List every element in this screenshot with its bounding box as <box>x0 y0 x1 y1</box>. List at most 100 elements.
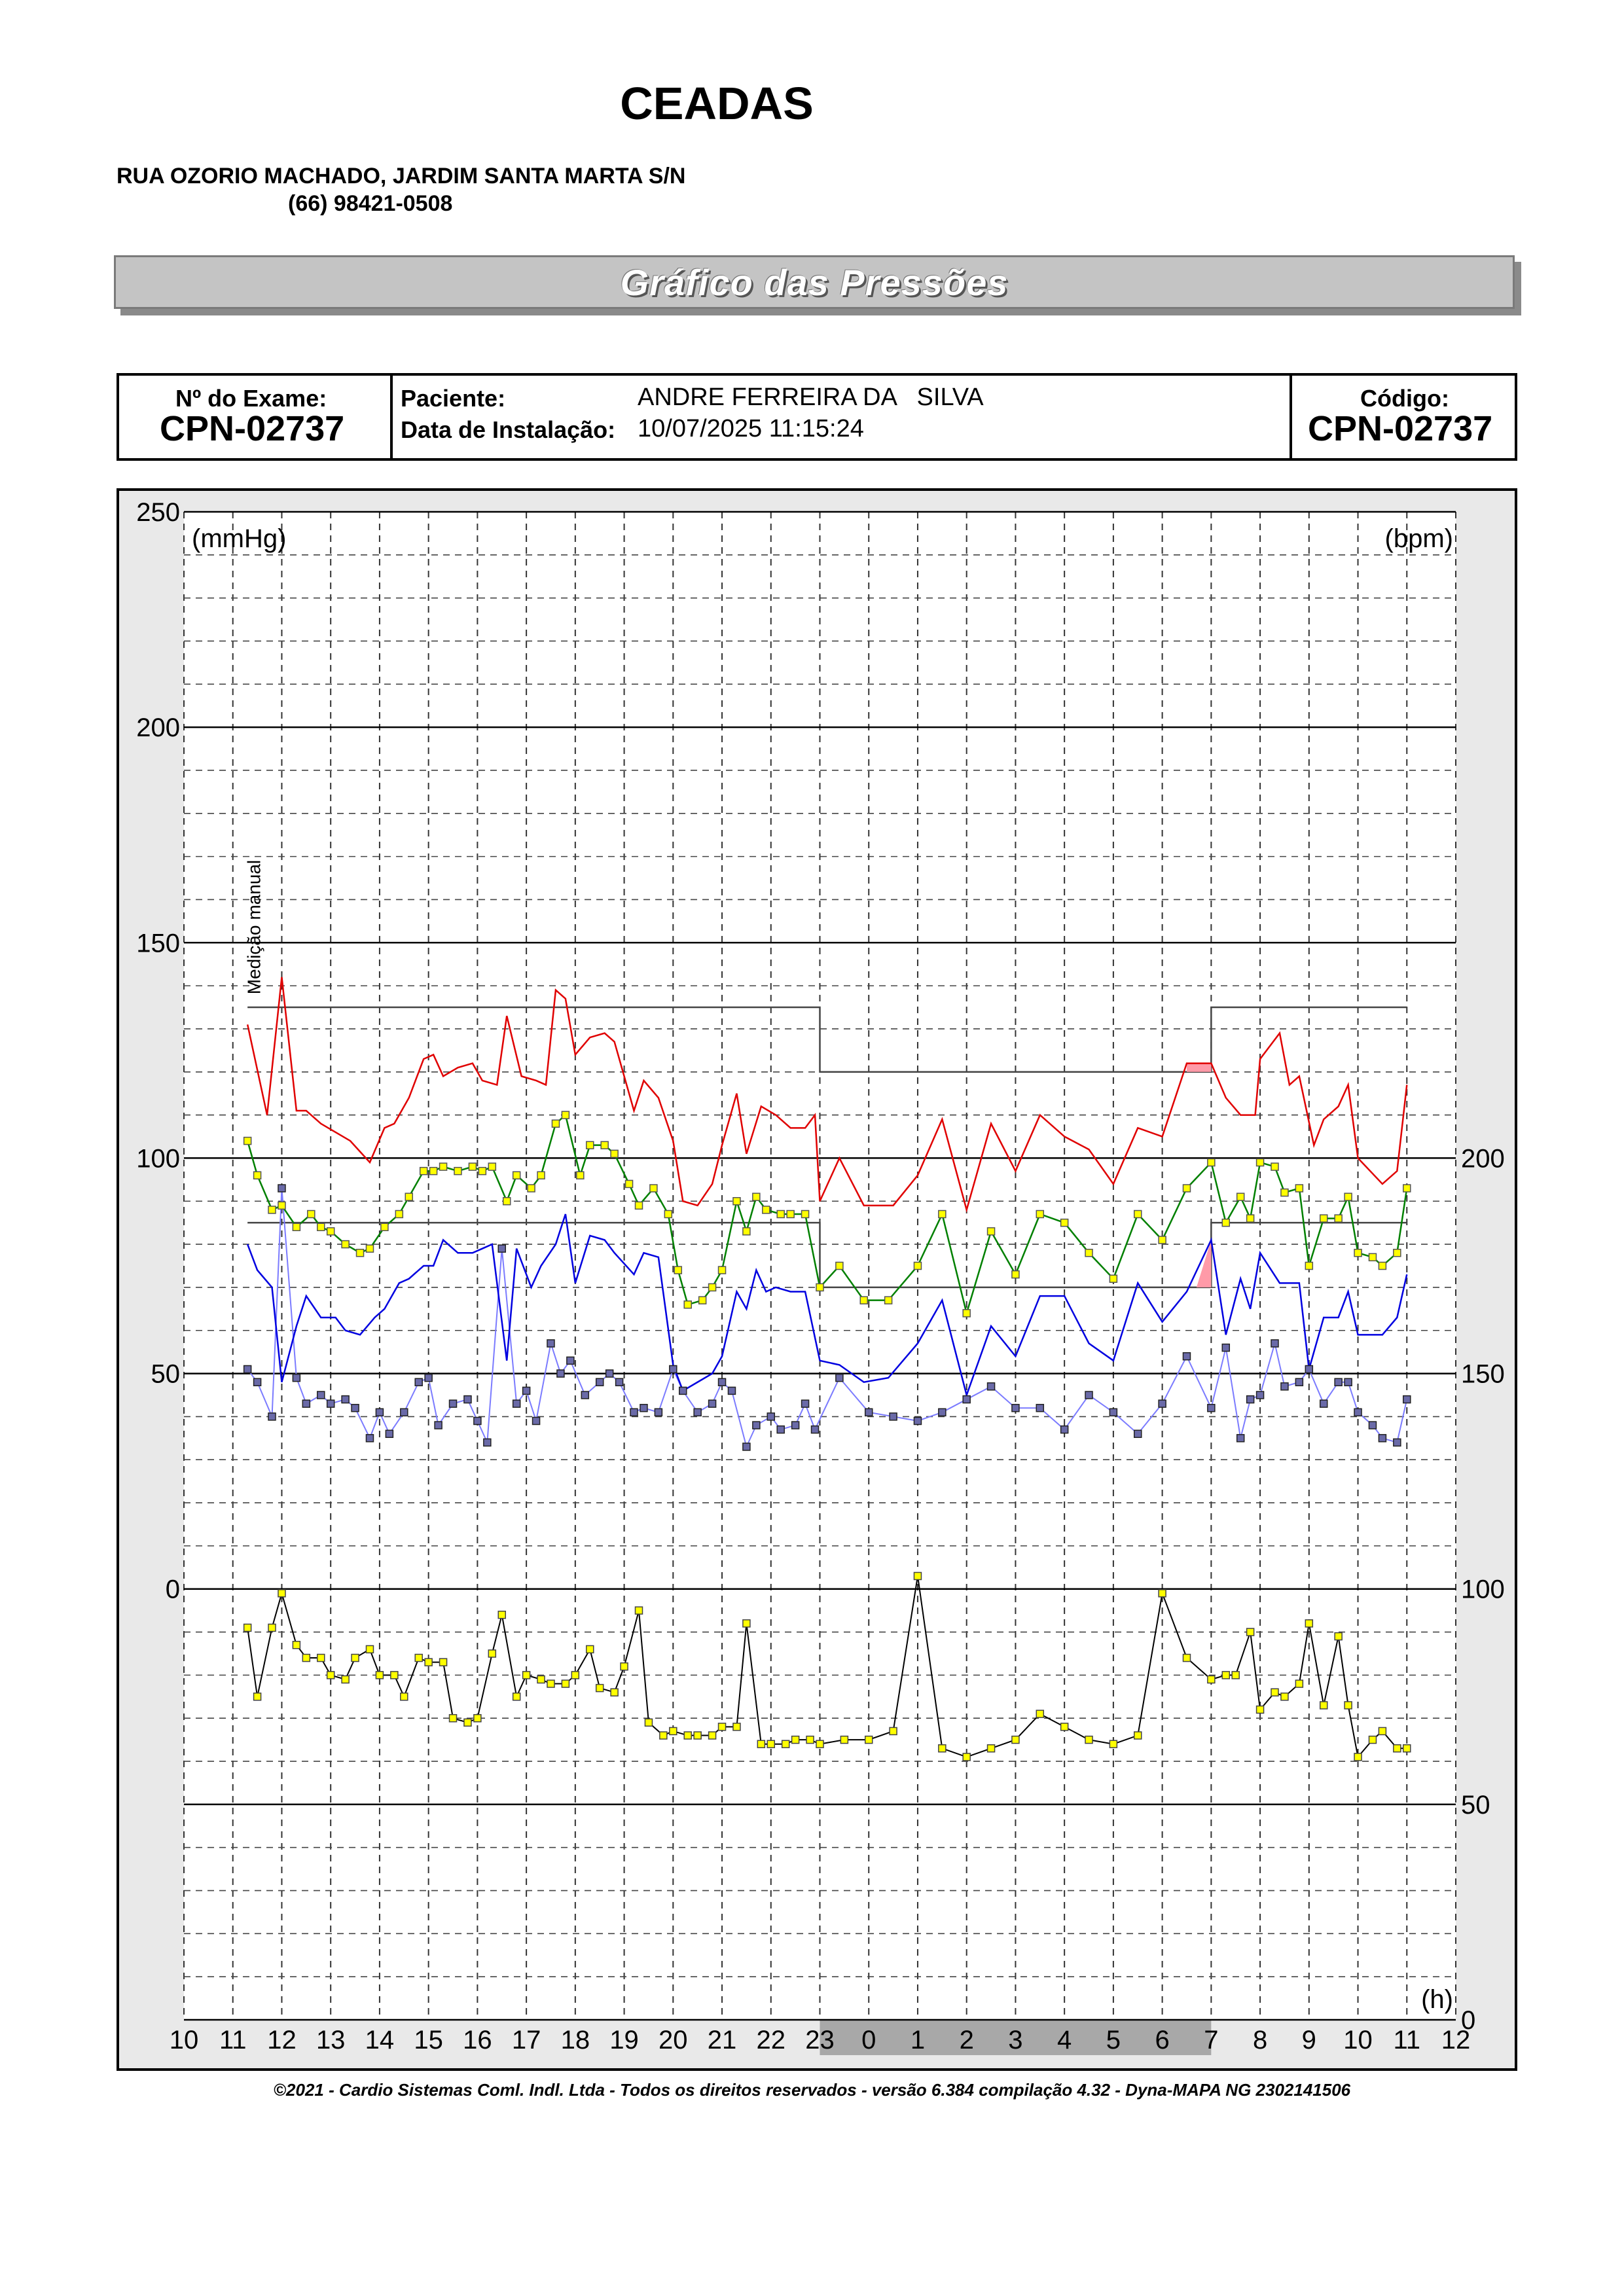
mean-point <box>1134 1210 1142 1219</box>
pulse-pressure-point <box>268 1623 276 1632</box>
systolic-limit-line <box>247 1006 1407 1073</box>
heart-rate-point <box>640 1403 648 1412</box>
pulse-pressure-point <box>1255 1705 1265 1714</box>
pulse-pressure-point <box>717 1723 727 1731</box>
mean-point <box>859 1296 869 1304</box>
pulse-pressure-point <box>806 1735 814 1744</box>
x-tick-label: 22 <box>757 2026 786 2054</box>
heart-rate-point <box>463 1395 472 1404</box>
pulse-pressure-point <box>1344 1701 1352 1710</box>
heart-rate-point <box>1236 1434 1245 1443</box>
mean-point <box>341 1240 350 1249</box>
mean-point <box>527 1184 535 1193</box>
heart-rate-point <box>434 1421 442 1429</box>
pulse-pressure-point <box>1085 1735 1093 1744</box>
pulse-pressure-point <box>962 1753 971 1761</box>
mean-point <box>732 1197 741 1206</box>
x-tick-label: 15 <box>414 2026 443 2054</box>
x-tick-label: 0 <box>861 2026 876 2054</box>
heart-rate-point <box>1158 1399 1166 1408</box>
pulse-pressure-point <box>913 1571 922 1581</box>
mean-point <box>561 1111 570 1119</box>
systolic-excess-area <box>1186 1063 1212 1072</box>
pulse-pressure-point <box>1368 1735 1377 1744</box>
mean-point <box>649 1184 658 1193</box>
heart-rate-point <box>522 1386 531 1395</box>
code-value: CPN-02737 <box>1308 409 1493 448</box>
x-tick-label: 17 <box>512 2026 541 2054</box>
mean-point <box>316 1223 325 1232</box>
mean-point <box>468 1162 477 1171</box>
heart-rate-point <box>302 1399 311 1408</box>
pulse-pressure-point <box>1231 1671 1240 1679</box>
pulse-pressure-point <box>840 1735 849 1744</box>
mean-point <box>634 1201 643 1210</box>
heart-rate-point <box>414 1378 423 1386</box>
mean-point <box>243 1136 252 1145</box>
pulse-pressure-point <box>1319 1701 1328 1710</box>
mean-point <box>1036 1210 1045 1219</box>
mean-point <box>786 1210 795 1219</box>
heart-rate-point <box>717 1378 727 1386</box>
mean-point <box>776 1210 785 1219</box>
pulse-pressure-point <box>1109 1740 1118 1748</box>
pulse-pressure-point <box>586 1645 594 1654</box>
pressure-chart: 10 11 12 13 14 15 16 17 18 19 20 21 22 23 0 1 2 3 4 5 6 7 8 9 10… <box>136 498 1505 2055</box>
heart-rate-point <box>1319 1399 1328 1408</box>
title-banner: Gráfico das Pressões <box>114 255 1515 309</box>
y-right-tick-label: 150 <box>1461 1360 1505 1389</box>
mean-point <box>1182 1184 1191 1193</box>
mean-point <box>624 1179 634 1189</box>
mean-point <box>884 1296 893 1304</box>
manual-measurement-label: Medição manual <box>244 860 264 994</box>
x-tick-label: 19 <box>609 2026 639 2054</box>
pulse-pressure-point <box>1403 1744 1411 1753</box>
heart-rate-point <box>581 1391 590 1399</box>
x-tick-label: 13 <box>316 2026 346 2054</box>
mean-point <box>1207 1158 1216 1167</box>
mean-point <box>1354 1249 1362 1257</box>
x-tick-label: 11 <box>219 2026 247 2054</box>
pulse-pressure-point <box>1271 1688 1279 1696</box>
heart-rate-point <box>1393 1438 1401 1447</box>
mean-point <box>1280 1188 1289 1197</box>
mean-point <box>600 1141 609 1149</box>
x-tick-label: 1 <box>911 2026 925 2054</box>
pulse-pressure-point <box>561 1679 570 1688</box>
footer-copyright: ©2021 - Cardio Sistemas Coml. Indl. Ltda… <box>273 2080 1351 2100</box>
pulse-pressure-point <box>595 1683 604 1693</box>
mean-point <box>816 1283 824 1292</box>
pulse-pressure-point <box>889 1727 897 1736</box>
heart-rate-point <box>679 1386 687 1395</box>
heart-rate-point <box>938 1408 947 1417</box>
pulse-pressure-point <box>1182 1653 1191 1662</box>
x-tick-label: 3 <box>1008 2026 1022 2054</box>
mean-point <box>405 1193 414 1201</box>
pulse-pressure-point <box>473 1713 482 1723</box>
x-tick-label: 9 <box>1302 2026 1316 2054</box>
mean-point <box>419 1166 428 1175</box>
pulse-pressure-point <box>986 1744 996 1753</box>
heart-rate-point <box>566 1356 575 1365</box>
pulse-pressure-point <box>316 1653 325 1662</box>
heart-rate-point <box>341 1395 350 1404</box>
heart-rate-point <box>1036 1403 1045 1412</box>
pulse-pressure-point <box>497 1610 506 1619</box>
pulse-pressure-point <box>302 1653 311 1662</box>
y-left-tick-label: 0 <box>166 1575 180 1604</box>
mean-point <box>478 1166 487 1175</box>
mean-point <box>268 1206 276 1214</box>
pulse-pressure-point <box>1207 1675 1216 1684</box>
diastolic-excess-area <box>1196 1240 1212 1287</box>
pulse-pressure-point <box>278 1589 286 1598</box>
heart-rate-point <box>835 1373 844 1382</box>
pulse-pressure-point <box>463 1718 472 1727</box>
pulse-pressure-point <box>791 1735 800 1744</box>
pulse-pressure-point <box>488 1649 497 1658</box>
heart-rate-point <box>776 1425 785 1434</box>
install-date-label: Data de Instalação: <box>401 416 616 443</box>
heart-rate-point <box>1182 1352 1191 1361</box>
y-left-tick-label: 250 <box>136 498 180 527</box>
pulse-pressure-point <box>1011 1735 1020 1744</box>
x-tick-label: 14 <box>365 2026 395 2054</box>
